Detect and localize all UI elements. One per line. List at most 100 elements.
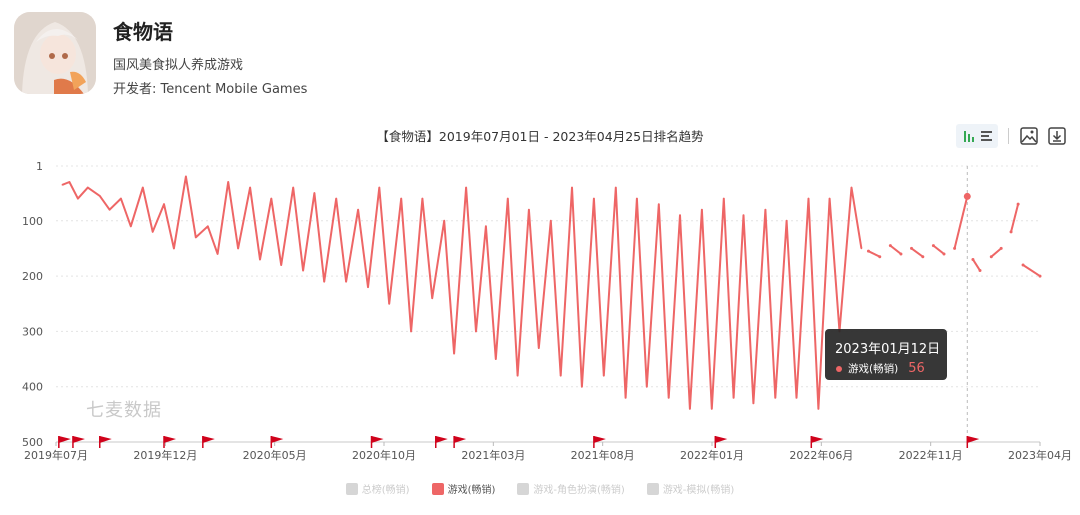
x-axis-labels: 2019年07月 2019年12月 2020年05月 2020年10月 2021年03月…	[24, 448, 1072, 462]
chart-grid	[55, 165, 1041, 446]
data-point	[357, 208, 359, 211]
download-icon	[1048, 127, 1066, 145]
x-tick-label: 2019年07月	[24, 448, 88, 462]
save-image-button[interactable]	[1018, 124, 1040, 148]
data-point	[1009, 230, 1013, 234]
data-point	[899, 252, 903, 256]
data-point	[453, 352, 455, 355]
legend-swatch	[517, 482, 530, 495]
app-developer: 开发者: Tencent Mobile Games	[113, 82, 308, 97]
tooltip-row: 游戏(畅销) 56	[836, 361, 925, 376]
data-point	[722, 197, 725, 200]
data-point	[989, 255, 993, 259]
legend-swatch	[431, 482, 444, 495]
data-point	[313, 192, 316, 194]
data-point	[878, 255, 882, 259]
legend-swatch	[345, 482, 358, 495]
data-point	[764, 208, 767, 211]
data-point	[963, 192, 971, 200]
data-point	[108, 208, 111, 211]
watermark: 七麦数据	[86, 400, 162, 421]
data-point	[249, 186, 251, 189]
event-flag-icon	[371, 436, 384, 443]
chart-tooltip: 2023年01月12日 游戏(畅销) 56	[825, 329, 947, 380]
y-tick-label: 300	[22, 325, 43, 338]
data-point	[581, 385, 583, 388]
tooltip-series-dot	[836, 365, 842, 372]
y-tick-label: 500	[22, 436, 43, 449]
data-point	[710, 408, 713, 410]
data-point	[120, 197, 122, 200]
data-point	[68, 181, 71, 183]
event-flag-icon	[202, 436, 215, 443]
data-point	[173, 247, 175, 250]
x-tick-label: 2020年05月	[243, 448, 307, 462]
y-tick-label: 200	[22, 270, 43, 283]
data-point	[216, 253, 219, 255]
download-button[interactable]	[1046, 124, 1068, 148]
x-tick-label: 2019年12月	[133, 448, 197, 462]
series-segment	[932, 244, 945, 255]
legend-item-games[interactable]: 游戏(畅销)	[431, 481, 496, 496]
data-point	[475, 330, 477, 333]
x-tick-label: 2022年06月	[789, 448, 853, 462]
series-segment	[953, 196, 969, 249]
x-tick-label: 2021年03月	[461, 448, 525, 462]
data-point	[494, 358, 497, 360]
x-tick-label: 2022年11月	[899, 448, 963, 462]
data-point	[151, 231, 154, 233]
chart-title: 【食物语】2019年07月01日 - 2023年04月25日排名趋势	[376, 129, 704, 144]
data-point	[227, 181, 230, 183]
data-point	[866, 249, 870, 253]
data-point	[465, 186, 467, 189]
y-axis-labels: 1 100 200 300 400 500	[22, 160, 43, 449]
data-point	[550, 219, 552, 222]
legend-label: 游戏-模拟(畅销)	[662, 485, 735, 496]
data-point	[795, 396, 798, 399]
event-flag-icon	[593, 436, 606, 443]
event-flag-icon	[99, 436, 112, 443]
data-point	[931, 244, 935, 248]
data-point	[335, 197, 338, 200]
legend-swatch	[646, 482, 659, 495]
event-flag-icon	[715, 436, 728, 443]
data-point	[528, 208, 530, 211]
legend-label: 游戏(畅销)	[447, 485, 496, 496]
bar-list-toggle-button[interactable]	[956, 124, 998, 148]
data-point	[516, 374, 519, 377]
data-point	[807, 197, 810, 200]
series-line	[62, 175, 863, 410]
legend-item-overall[interactable]: 总榜(畅销)	[345, 481, 410, 496]
data-point	[614, 186, 617, 189]
data-point	[785, 219, 788, 222]
data-point	[624, 396, 627, 399]
legend-item-simulation[interactable]: 游戏-模拟(畅销)	[646, 481, 735, 496]
data-point	[658, 203, 660, 205]
data-point	[98, 195, 101, 197]
data-point	[431, 297, 434, 299]
data-point	[978, 269, 982, 273]
series-segment	[990, 247, 1002, 258]
data-point	[701, 208, 703, 211]
data-point	[443, 219, 446, 222]
data-point	[774, 396, 777, 399]
tooltip-series-name: 游戏(畅销)	[848, 363, 899, 375]
legend-item-rpg[interactable]: 游戏-角色扮演(畅销)	[517, 481, 625, 496]
data-point	[142, 186, 144, 189]
app-avatar-illustration	[14, 12, 96, 94]
data-point	[292, 186, 294, 189]
legend-label: 游戏-角色扮演(畅销)	[533, 485, 625, 496]
data-point	[571, 186, 573, 189]
data-point	[646, 385, 648, 388]
data-point	[1021, 263, 1025, 267]
tooltip-value: 56	[908, 361, 925, 376]
legend-label: 总榜(畅销)	[361, 485, 410, 496]
x-tick-label: 2023年04月	[1008, 448, 1072, 462]
data-point	[910, 246, 914, 250]
data-point	[237, 247, 239, 250]
data-point	[921, 255, 925, 259]
data-point	[538, 347, 540, 349]
app-description: 国风美食拟人养成游戏	[113, 58, 244, 73]
event-flag-icon	[72, 436, 85, 443]
data-point	[689, 408, 691, 410]
